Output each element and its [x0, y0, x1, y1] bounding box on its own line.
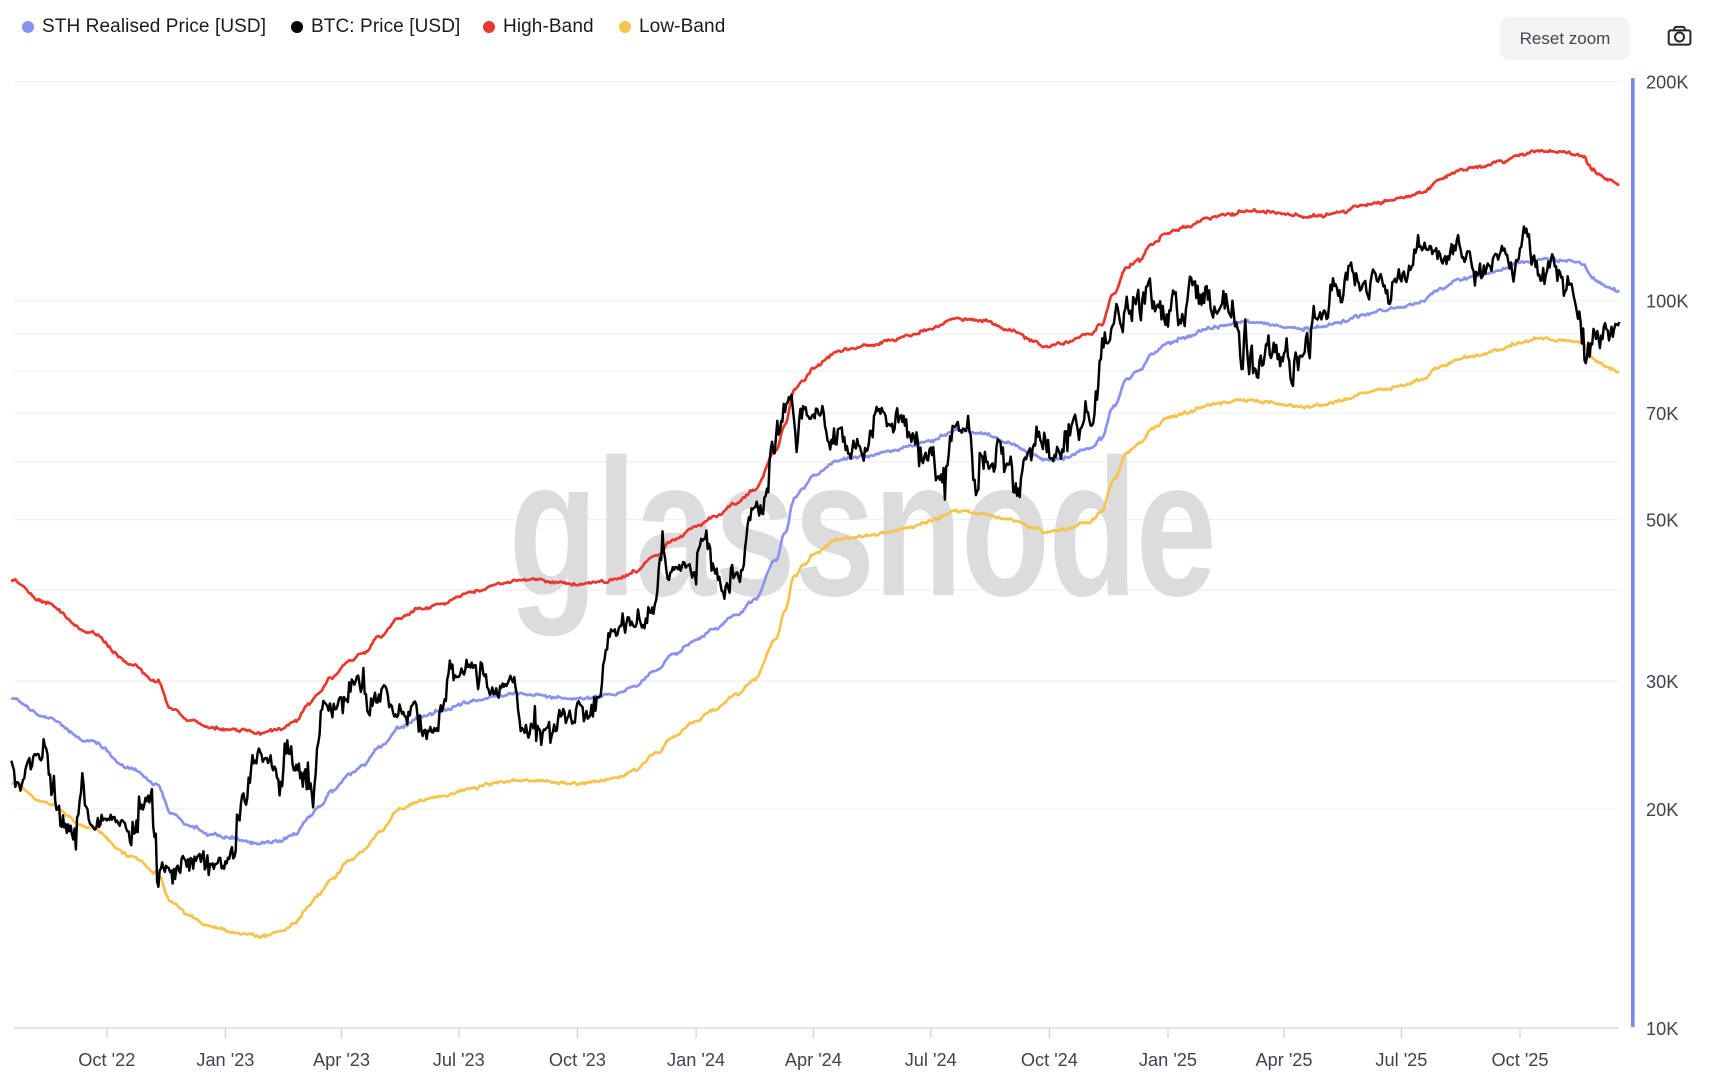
svg-text:Jan '24: Jan '24 [667, 1050, 725, 1070]
svg-text:10K: 10K [1646, 1019, 1678, 1039]
svg-text:Jul '24: Jul '24 [905, 1050, 957, 1070]
svg-text:Apr '24: Apr '24 [785, 1050, 842, 1070]
svg-text:Oct '22: Oct '22 [78, 1050, 135, 1070]
svg-text:Oct '23: Oct '23 [549, 1050, 606, 1070]
svg-text:100K: 100K [1646, 292, 1688, 312]
svg-text:Apr '23: Apr '23 [313, 1050, 370, 1070]
svg-text:Jul '23: Jul '23 [433, 1050, 485, 1070]
svg-text:Apr '25: Apr '25 [1255, 1050, 1312, 1070]
svg-text:Oct '25: Oct '25 [1491, 1050, 1548, 1070]
svg-text:30K: 30K [1646, 672, 1678, 692]
svg-text:200K: 200K [1646, 73, 1688, 93]
svg-text:70K: 70K [1646, 404, 1678, 424]
svg-text:Jan '25: Jan '25 [1139, 1050, 1197, 1070]
svg-text:50K: 50K [1646, 511, 1678, 531]
svg-text:20K: 20K [1646, 800, 1678, 820]
svg-text:Jul '25: Jul '25 [1375, 1050, 1427, 1070]
svg-text:Jan '23: Jan '23 [196, 1050, 254, 1070]
svg-text:Oct '24: Oct '24 [1021, 1050, 1078, 1070]
